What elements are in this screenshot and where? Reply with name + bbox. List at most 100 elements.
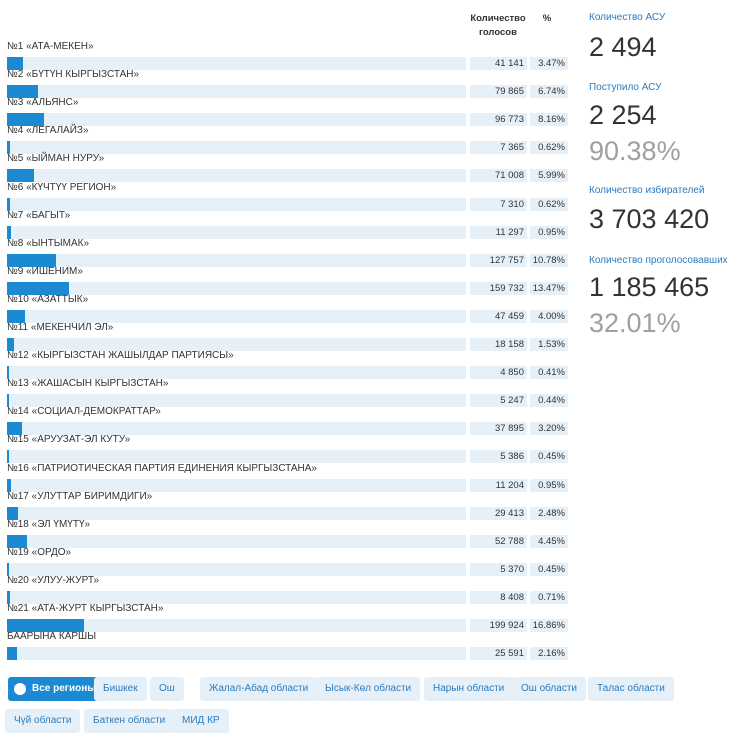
votes-cell: 5 370 <box>470 562 527 576</box>
percent-cell: 0.62% <box>530 141 568 155</box>
party-name: №16 «ПАТРИОТИЧЕСКАЯ ПАРТИЯ ЕДИНЕНИЯ КЫРГ… <box>7 462 317 474</box>
percent-cell: 16.86% <box>530 619 568 632</box>
region-button[interactable]: МИД КР <box>173 709 229 733</box>
bar <box>7 478 12 492</box>
percent-cell: 0.71% <box>530 590 568 604</box>
votes-cell: 96 773 <box>470 113 527 127</box>
bar <box>7 281 69 295</box>
bar-track <box>7 141 466 155</box>
bar-track <box>7 85 466 99</box>
votes-cell: 7 365 <box>470 141 527 155</box>
votes-cell: 159 732 <box>470 281 527 295</box>
bar <box>7 562 10 576</box>
party-name: №18 «ЭЛ ҮМҮТҮ» <box>7 518 91 530</box>
stat-label: Поступило АСУ <box>589 82 662 93</box>
percent-cell: 0.44% <box>530 394 568 408</box>
party-name: №9 «ИШЕНИМ» <box>7 265 83 277</box>
stat-percent: 32.01% <box>589 308 681 338</box>
percent-cell: 3.20% <box>530 422 568 436</box>
votes-cell: 41 141 <box>470 57 527 70</box>
bar <box>7 647 17 661</box>
stat-percent: 90.38% <box>589 136 681 166</box>
bar <box>7 253 57 267</box>
bar-track <box>7 197 466 211</box>
region-button[interactable]: Ош области <box>512 677 586 701</box>
bar-track <box>7 478 466 492</box>
bar-track <box>7 225 466 239</box>
bar-track <box>7 338 466 351</box>
check-icon <box>14 683 26 695</box>
party-name: №15 «АРУУЗАТ-ЭЛ КУТУ» <box>7 434 131 446</box>
party-name: №19 «ОРДО» <box>7 546 72 558</box>
region-button[interactable]: Нарын области <box>424 677 514 701</box>
bar <box>7 141 10 155</box>
bar <box>7 57 23 70</box>
votes-cell: 11 297 <box>470 225 527 239</box>
votes-cell: 11 204 <box>470 478 527 492</box>
percent-cell: 2.16% <box>530 647 568 661</box>
bar <box>7 113 45 127</box>
bar-track <box>7 562 466 576</box>
percent-header: % <box>542 13 552 24</box>
bar <box>7 225 12 239</box>
percent-cell: 4.45% <box>530 534 568 548</box>
bar-track <box>7 253 466 267</box>
party-name: №3 «АЛЬЯНС» <box>7 97 79 109</box>
bar-track <box>7 57 466 70</box>
percent-cell: 0.41% <box>530 366 568 380</box>
party-name: №5 «ЫЙМАН НУРУ» <box>7 153 105 165</box>
region-button[interactable]: Ысык-Көл области <box>316 677 421 701</box>
votes-cell: 25 591 <box>470 647 527 661</box>
stat-label: Количество избирателей <box>589 185 705 196</box>
party-name: №7 «БАГЫТ» <box>7 209 71 221</box>
stat-value: 2 254 <box>589 100 657 130</box>
party-name: №2 «БҮТҮН КЫРГЫЗСТАН» <box>7 69 140 81</box>
stat-label: Количество проголосовавших <box>589 255 728 266</box>
region-button[interactable]: Чүй области <box>5 709 81 733</box>
votes-header: Количество голосов <box>470 13 526 38</box>
region-button[interactable]: Бишкек <box>94 677 147 701</box>
bar <box>7 169 35 183</box>
votes-cell: 199 924 <box>470 619 527 632</box>
region-button[interactable]: Жалал-Абад области <box>200 677 318 701</box>
party-name: №13 «ЖАШАСЫН КЫРГЫЗСТАН» <box>7 378 169 390</box>
bar-track <box>7 647 466 661</box>
bar <box>7 394 10 408</box>
region-button[interactable]: Ош <box>150 677 184 701</box>
party-name: №8 «ЫНТЫМАК» <box>7 237 90 249</box>
stat-value: 3 703 420 <box>589 204 710 234</box>
bar <box>7 619 85 632</box>
percent-cell: 13.47% <box>530 281 568 295</box>
region-button[interactable]: Все регионы <box>8 677 105 701</box>
votes-cell: 5 386 <box>470 450 527 464</box>
party-name: №1 «АТА-МЕКЕН» <box>7 41 94 52</box>
bar <box>7 197 10 211</box>
percent-cell: 8.16% <box>530 113 568 127</box>
bar-track <box>7 309 466 323</box>
region-button[interactable]: Талас области <box>588 677 674 701</box>
party-name: №12 «КЫРГЫЗСТАН ЖАШЫЛДАР ПАРТИЯСЫ» <box>7 350 234 362</box>
region-button[interactable]: Баткен области <box>84 709 175 733</box>
bar <box>7 450 10 464</box>
party-name: №4 «ЛЕГАЛАЙЗ» <box>7 125 89 137</box>
bar-track <box>7 450 466 464</box>
percent-cell: 0.95% <box>530 478 568 492</box>
party-name: №10 «АЗАТТЫК» <box>7 293 89 305</box>
votes-cell: 29 413 <box>470 506 527 520</box>
stat-label: Количество АСУ <box>589 12 666 23</box>
bar-track <box>7 506 466 520</box>
bar-track <box>7 619 466 632</box>
percent-cell: 0.45% <box>530 450 568 464</box>
votes-cell: 79 865 <box>470 85 527 99</box>
party-name: №6 «КҮЧТҮҮ РЕГИОН» <box>7 181 117 193</box>
votes-cell: 127 757 <box>470 253 527 267</box>
bar <box>7 590 11 604</box>
percent-cell: 1.53% <box>530 338 568 351</box>
votes-cell: 4 850 <box>470 366 527 380</box>
percent-cell: 10.78% <box>530 253 568 267</box>
votes-cell: 7 310 <box>470 197 527 211</box>
party-name: №20 «УЛУУ-ЖУРТ» <box>7 574 100 586</box>
percent-cell: 4.00% <box>530 309 568 323</box>
bar <box>7 85 38 99</box>
percent-cell: 0.95% <box>530 225 568 239</box>
